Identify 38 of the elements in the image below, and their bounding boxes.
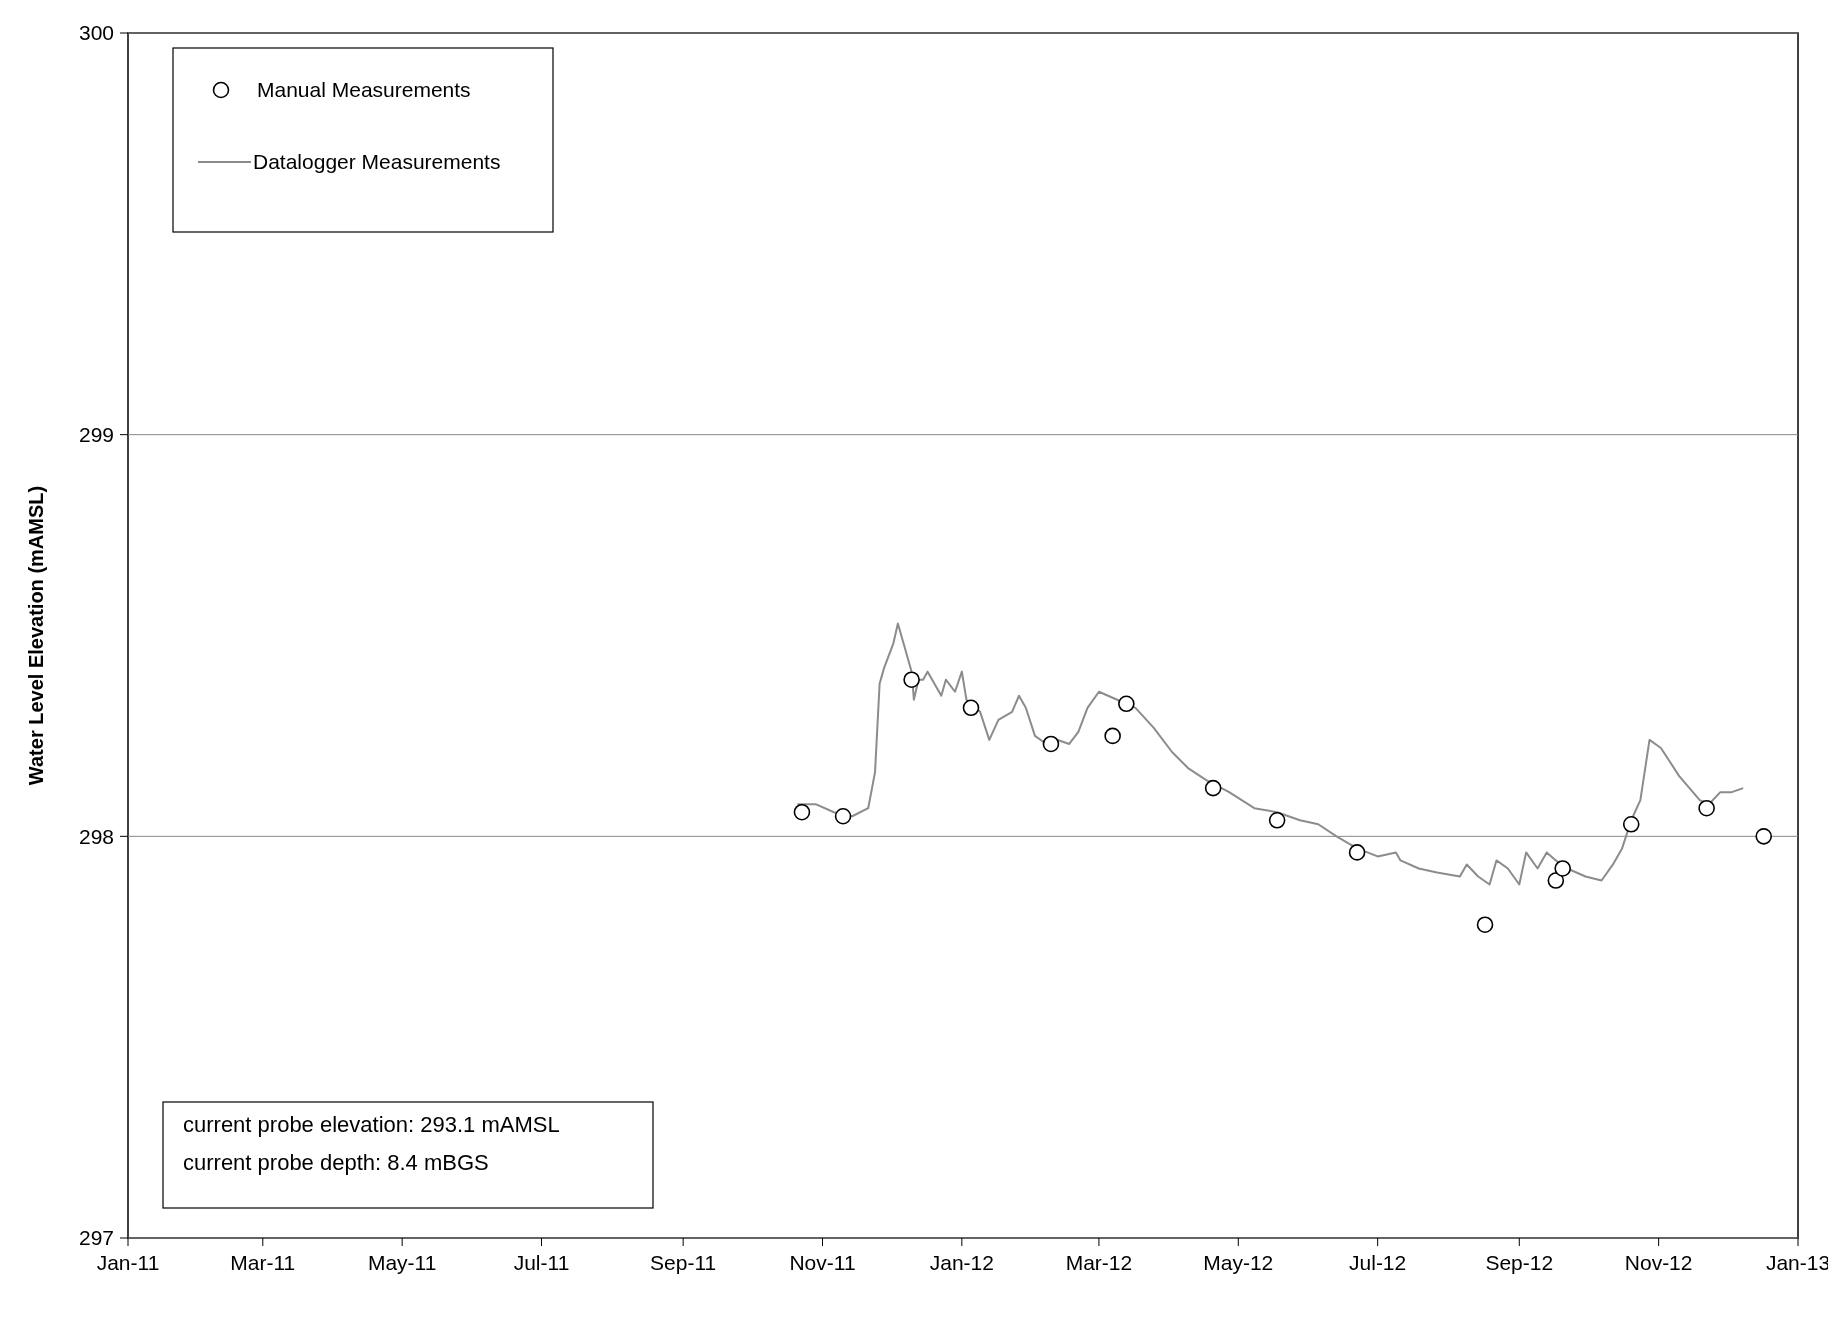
- y-tick-label: 298: [78, 824, 114, 848]
- point: [1476, 916, 1494, 933]
- y-axis-title: Water Level Elevation (mAMSL): [25, 485, 47, 786]
- x-tick-label: Mar-12: [1065, 1251, 1133, 1274]
- point: [834, 807, 852, 825]
- point: [962, 699, 980, 717]
- x-tick-label: Mar-11: [230, 1251, 296, 1274]
- y-tick-label: 299: [78, 423, 114, 447]
- legend-label: Manual Measurements: [257, 78, 471, 102]
- point: [1104, 727, 1121, 745]
- point: [1554, 860, 1571, 877]
- point: [793, 803, 811, 821]
- y-tick-label: 297: [78, 1226, 114, 1250]
- x-tick-label: May-11: [367, 1251, 437, 1274]
- x-tick-label: Sep-12: [1485, 1251, 1554, 1274]
- note-box: current probe elevation: 293.1 mAMSL current probe depth: 8.4 mBGS: [162, 1101, 654, 1209]
- x-tick-label: Jul-11: [513, 1251, 570, 1274]
- point: [1204, 779, 1222, 797]
- point: [1118, 695, 1135, 713]
- point: [1622, 815, 1640, 833]
- x-tick-label: Nov-12: [1624, 1251, 1693, 1274]
- x-tick-label: Nov-11: [789, 1251, 856, 1274]
- x-tick-label: Jan-12: [929, 1251, 994, 1274]
- point: [903, 671, 920, 688]
- point: [1042, 735, 1060, 753]
- y-tick-label: 300: [78, 21, 114, 45]
- point: [1698, 799, 1715, 817]
- legend-label: Datalogger Measurements: [253, 150, 501, 174]
- point: [1348, 844, 1366, 861]
- x-tick-label: Sep-11: [650, 1251, 717, 1274]
- x-tick-label: Jul-12: [1349, 1251, 1407, 1274]
- x-tick-label: May-12: [1203, 1251, 1274, 1274]
- annotation: current probe elevation: 293.1 mAMSL: [183, 1112, 560, 1137]
- point: [1268, 811, 1286, 829]
- point: [1755, 828, 1773, 845]
- x-tick-label: Jan-11: [96, 1251, 160, 1274]
- annotation: current probe depth: 8.4 mBGS: [183, 1150, 489, 1175]
- point: [1547, 872, 1565, 889]
